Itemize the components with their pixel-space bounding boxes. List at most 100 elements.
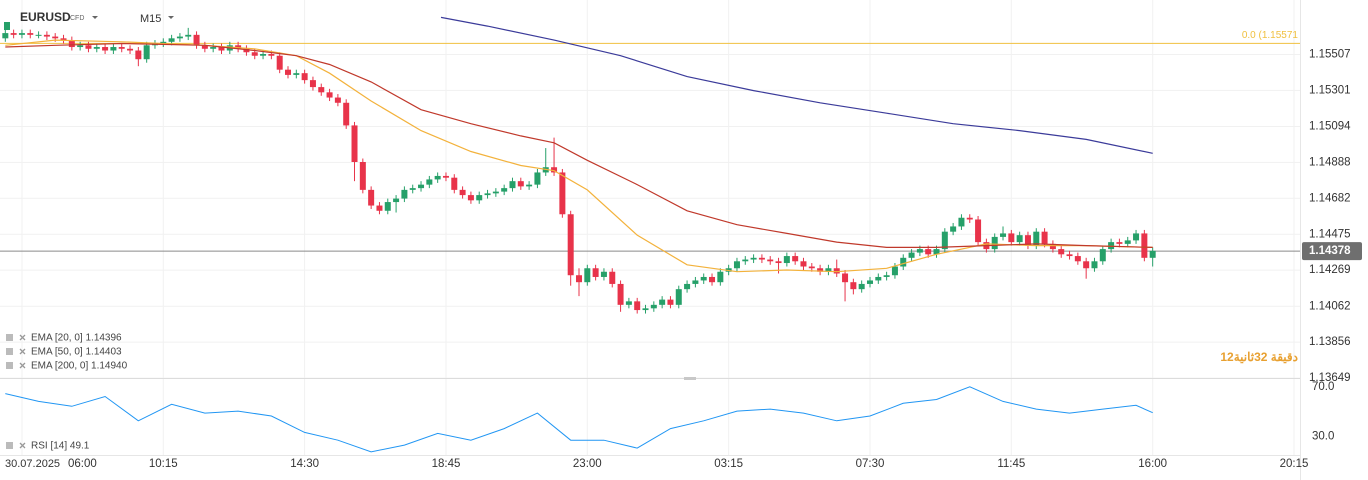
candle-body: [900, 257, 907, 267]
candle-body: [650, 304, 657, 309]
candle-body: [359, 162, 366, 190]
candle-body: [750, 257, 757, 260]
candle-body: [285, 69, 292, 75]
ema-line: [440, 16, 1153, 154]
legend-label: EMA [20, 0] 1.14396: [31, 333, 122, 344]
candle-body: [351, 125, 358, 162]
candle-body: [451, 177, 458, 190]
symbol-dropdown[interactable]: [92, 16, 98, 19]
candle-body: [418, 184, 425, 189]
candle-body: [908, 252, 915, 258]
candle-body: [659, 299, 666, 305]
timeframe[interactable]: M15: [140, 13, 161, 25]
candle-body: [235, 45, 242, 49]
candle-body: [916, 249, 923, 253]
candle-body: [775, 261, 782, 264]
y-tick-label: 1.15301: [1309, 84, 1351, 96]
candle-body: [783, 256, 790, 264]
candle-body: [808, 266, 815, 269]
candle-body: [127, 48, 134, 51]
candle-body: [77, 45, 84, 48]
candle-body: [243, 48, 250, 53]
ema-line: [5, 39, 1153, 273]
candle-body: [717, 271, 724, 283]
candle-body: [210, 47, 217, 49]
legend-icon[interactable]: [6, 334, 13, 341]
legend-close[interactable]: [19, 334, 26, 341]
candle-body: [118, 47, 125, 49]
candle-body: [634, 301, 641, 311]
candle-body: [733, 261, 740, 269]
candle-body: [925, 249, 932, 255]
candle-body: [484, 193, 491, 196]
candle-body: [27, 33, 34, 35]
y-tick-label: 1.14062: [1309, 300, 1351, 312]
candle-body: [675, 289, 682, 305]
candle-body: [600, 271, 607, 277]
last-price-badge: [1302, 242, 1362, 261]
y-tick-label: 1.14475: [1309, 228, 1351, 240]
legend-icon[interactable]: [6, 348, 13, 355]
timeframe-dropdown[interactable]: [168, 16, 174, 19]
candle-body: [426, 179, 433, 185]
candle-body: [858, 283, 865, 290]
last-price-label: 1.14378: [1309, 245, 1351, 257]
x-tick-label: 20:15: [1280, 458, 1309, 470]
candle-body: [35, 34, 42, 36]
candle-body: [293, 73, 300, 75]
candle-body: [434, 175, 441, 180]
candle-body: [409, 188, 416, 190]
candle-body: [575, 275, 582, 283]
candle-body: [193, 34, 200, 46]
candle-body: [218, 47, 225, 51]
ema-line: [5, 42, 1153, 248]
candle-body: [1041, 231, 1048, 244]
candle-body: [1149, 250, 1156, 258]
candle-body: [160, 41, 167, 44]
x-tick-label: 16:00: [1138, 458, 1167, 470]
candle-body: [1024, 235, 1031, 246]
rsi-legend-close[interactable]: [19, 442, 26, 449]
candle-body: [792, 256, 799, 262]
y-tick-label: 1.14269: [1309, 264, 1351, 276]
rsi-tick-label: 30.0: [1312, 430, 1334, 442]
rsi-legend-icon[interactable]: [6, 442, 13, 449]
candle-body: [800, 261, 807, 267]
candle-body: [891, 266, 898, 276]
pane-handle[interactable]: [684, 377, 696, 380]
legend-close[interactable]: [19, 362, 26, 369]
candle-body: [559, 172, 566, 215]
legend-close[interactable]: [19, 348, 26, 355]
candle-body: [1141, 233, 1148, 258]
candle-body: [709, 276, 716, 283]
candle-body: [1016, 235, 1023, 243]
candle-body: [817, 268, 824, 272]
candle-body: [476, 195, 483, 201]
x-tick-label: 06:00: [68, 458, 97, 470]
candle-body: [1124, 240, 1131, 244]
symbol[interactable]: EURUSD: [20, 10, 71, 24]
candle-body: [534, 172, 541, 185]
x-tick-label: 11:45: [997, 458, 1025, 470]
candle-body: [625, 301, 632, 305]
candle-body: [517, 181, 524, 187]
candle-body: [343, 102, 350, 126]
candle-body: [509, 181, 516, 189]
legend-icon[interactable]: [6, 362, 13, 369]
market: CFD: [70, 15, 84, 22]
candle-body: [950, 226, 957, 232]
candle-body: [326, 92, 333, 98]
date-label: 30.07.2025: [5, 458, 60, 470]
candle-body: [584, 268, 591, 283]
candle-body: [692, 280, 699, 284]
grid: [0, 0, 1300, 455]
candle-body: [567, 214, 574, 276]
candle-body: [1058, 249, 1065, 255]
candle-body: [492, 191, 499, 194]
candle-body: [376, 205, 383, 211]
x-tick-label: 03:15: [714, 458, 743, 470]
candle-body: [442, 175, 449, 178]
candle-body: [1033, 231, 1040, 246]
x-tick-label: 10:15: [149, 458, 178, 470]
